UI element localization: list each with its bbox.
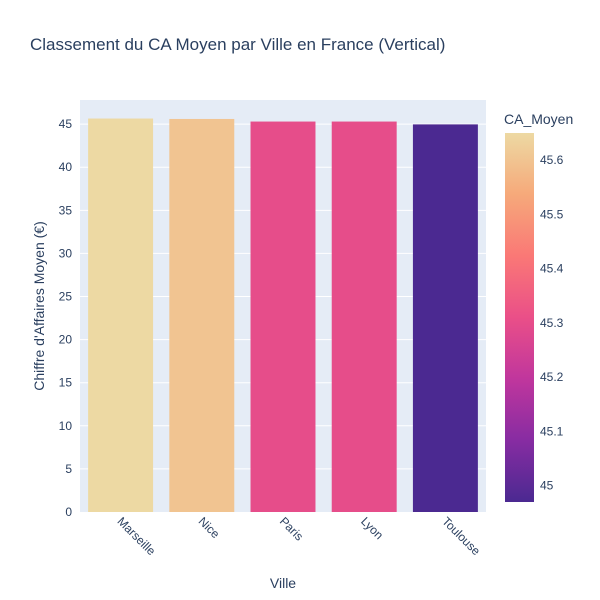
y-tick-label: 15 xyxy=(59,376,73,390)
bar-paris xyxy=(250,121,316,512)
bar-lyon xyxy=(331,121,397,512)
y-tick-label: 35 xyxy=(59,203,73,217)
bar-toulouse xyxy=(412,124,478,513)
colorbar: CA_Moyen 45 45.1 45.2 45.3 45.4 45.5 45.6 xyxy=(504,111,573,502)
colorbar-tick-label: 45.1 xyxy=(540,424,564,438)
y-tick-label: 0 xyxy=(65,505,72,519)
y-tick-label: 30 xyxy=(59,246,73,260)
colorbar-tick-label: 45.3 xyxy=(540,316,564,330)
x-tick-label: Toulouse xyxy=(439,514,483,558)
bars xyxy=(88,118,478,513)
bar-nice xyxy=(169,118,235,512)
x-axis-title: Ville xyxy=(270,575,296,591)
chart-title: Classement du CA Moyen par Ville en Fran… xyxy=(30,35,445,54)
x-tick-label: Marseille xyxy=(114,514,158,558)
x-tick-label: Lyon xyxy=(358,514,386,542)
y-tick-label: 10 xyxy=(59,419,73,433)
x-tick-label: Nice xyxy=(196,514,223,541)
x-tick-label: Paris xyxy=(277,514,306,543)
colorbar-title: CA_Moyen xyxy=(504,111,573,127)
colorbar-tick-label: 45.4 xyxy=(540,262,564,276)
colorbar-tick-label: 45.6 xyxy=(540,153,564,167)
colorbar-tick-label: 45 xyxy=(540,479,554,493)
colorbar-gradient xyxy=(505,133,534,502)
y-axis-ticks: 0 5 10 15 20 25 30 35 40 45 xyxy=(59,117,73,519)
colorbar-ticks: 45 45.1 45.2 45.3 45.4 45.5 45.6 xyxy=(540,153,564,493)
x-axis-ticks: Marseille Nice Paris Lyon Toulouse xyxy=(114,514,483,558)
y-tick-label: 45 xyxy=(59,117,73,131)
colorbar-tick-label: 45.2 xyxy=(540,370,564,384)
y-tick-label: 20 xyxy=(59,333,73,347)
y-axis-title: Chiffre d'Affaires Moyen (€) xyxy=(31,221,47,390)
colorbar-tick-label: 45.5 xyxy=(540,207,564,221)
y-tick-label: 25 xyxy=(59,290,73,304)
y-tick-label: 5 xyxy=(65,462,72,476)
y-tick-label: 40 xyxy=(59,160,73,174)
bar-marseille xyxy=(88,118,154,513)
